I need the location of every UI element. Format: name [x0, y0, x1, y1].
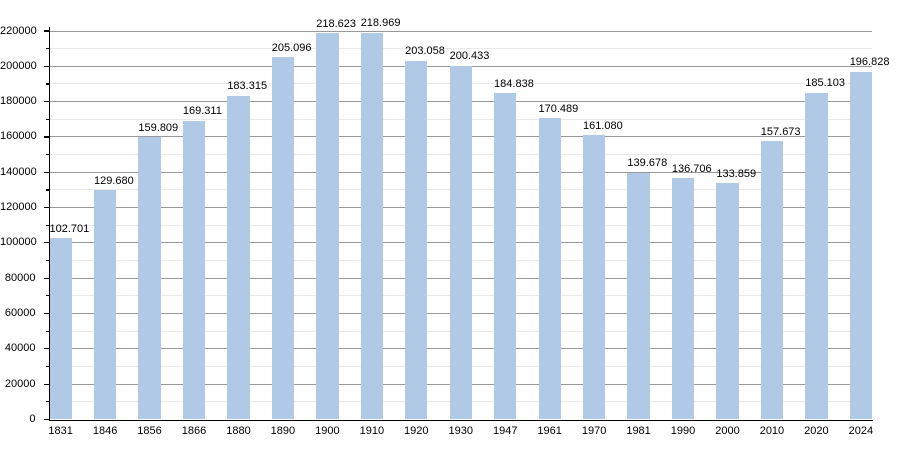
y-tick-mark [43, 171, 50, 173]
bar-value-label: 169.311 [182, 105, 222, 117]
bar [405, 60, 428, 420]
bar [494, 93, 517, 420]
y-tick-label: 40000 [4, 342, 36, 355]
bar-value-label: 159.809 [138, 121, 179, 134]
bar [582, 135, 606, 420]
bar [627, 172, 650, 420]
x-tick-label: 1920 [404, 424, 429, 437]
x-tick-label: 2020 [804, 424, 829, 437]
bar-value-label: 203.058 [405, 45, 445, 58]
bar [360, 32, 383, 420]
bar-value-label: 200.433 [449, 50, 490, 63]
bar [849, 71, 872, 420]
y-tick-label: 20000 [4, 377, 36, 390]
bar-value-label: 184.838 [494, 77, 534, 90]
bar-value-label: 102.701 [49, 222, 90, 235]
x-tick-label: 1846 [92, 424, 118, 437]
bar [449, 65, 472, 420]
x-tick-label: 1910 [359, 424, 385, 437]
y-tick-mark [45, 154, 50, 156]
bar-value-label: 218.623 [316, 17, 356, 30]
y-tick-label: 0 [29, 413, 36, 425]
y-tick-label: 200000 [0, 59, 37, 72]
y-tick-mark [43, 101, 50, 103]
y-tick-mark [43, 312, 50, 315]
x-axis-line [48, 419, 873, 421]
bar [227, 95, 250, 420]
y-tick-mark [43, 277, 50, 279]
bar-value-label: 205.096 [271, 41, 312, 54]
bar-value-label: 196.828 [849, 56, 890, 69]
bar-value-label: 183.315 [227, 80, 268, 93]
x-tick-label: 2000 [715, 424, 740, 437]
x-tick-label: 1970 [581, 424, 607, 437]
y-gridline-minor [49, 48, 872, 50]
x-tick-label: 1947 [492, 424, 518, 437]
y-tick-label: 60000 [4, 307, 36, 320]
x-tick-label: 2010 [759, 424, 785, 437]
bar [49, 238, 72, 420]
y-tick-mark [45, 83, 50, 85]
bar-value-label: 161.080 [582, 119, 623, 132]
y-tick-label: 120000 [0, 201, 37, 214]
bar [316, 33, 339, 420]
x-tick-label: 1990 [670, 424, 696, 437]
y-tick-mark [43, 383, 50, 385]
x-tick-label: 1866 [181, 424, 207, 437]
y-tick-mark [43, 418, 50, 421]
x-tick-label: 1961 [537, 424, 562, 437]
y-tick-label: 220000 [0, 24, 37, 37]
bar [538, 118, 561, 420]
bar [271, 57, 295, 420]
x-tick-label: 1900 [315, 424, 340, 437]
y-tick-mark [45, 295, 50, 297]
y-tick-mark [43, 30, 50, 32]
bar [138, 137, 161, 420]
bar-value-label: 133.859 [716, 167, 757, 180]
y-tick-mark [45, 365, 50, 368]
x-tick-label: 1880 [226, 424, 251, 437]
bar [760, 141, 784, 420]
y-tick-label: 80000 [4, 271, 36, 284]
y-tick-label: 140000 [0, 165, 37, 178]
y-tick-label: 180000 [0, 95, 37, 108]
bar-value-label: 129.680 [93, 174, 134, 187]
x-tick-label: 1831 [48, 424, 73, 437]
bar-value-label: 139.678 [627, 157, 668, 170]
bar-value-label: 218.969 [360, 17, 401, 30]
bar [182, 120, 206, 420]
y-tick-mark [43, 242, 50, 244]
y-tick-mark [45, 224, 50, 226]
y-tick-mark [45, 330, 50, 332]
bar [93, 190, 117, 420]
bar-value-label: 157.673 [760, 125, 801, 138]
y-axis-line [48, 27, 50, 421]
bar [805, 92, 828, 420]
x-tick-label: 2024 [848, 424, 874, 437]
bar-value-label: 170.489 [538, 102, 579, 115]
y-tick-label: 160000 [0, 130, 37, 143]
y-tick-mark [45, 189, 50, 191]
bar-value-label: 136.706 [671, 162, 712, 175]
y-tick-mark [45, 259, 50, 262]
y-gridline-major [49, 30, 872, 32]
y-tick-mark [45, 401, 50, 403]
x-tick-label: 1981 [626, 424, 651, 437]
x-tick-label: 1856 [137, 424, 162, 437]
bar [671, 178, 695, 420]
y-tick-mark [43, 65, 50, 67]
y-tick-mark [43, 136, 50, 138]
y-tick-mark [45, 118, 50, 120]
x-tick-label: 1890 [270, 424, 296, 437]
y-tick-mark [43, 348, 50, 350]
bar-value-label: 185.103 [805, 77, 845, 90]
y-tick-mark [43, 206, 50, 209]
bar [716, 183, 739, 420]
y-tick-mark [45, 48, 50, 50]
x-tick-label: 1930 [448, 424, 473, 437]
y-tick-label: 100000 [0, 236, 37, 249]
